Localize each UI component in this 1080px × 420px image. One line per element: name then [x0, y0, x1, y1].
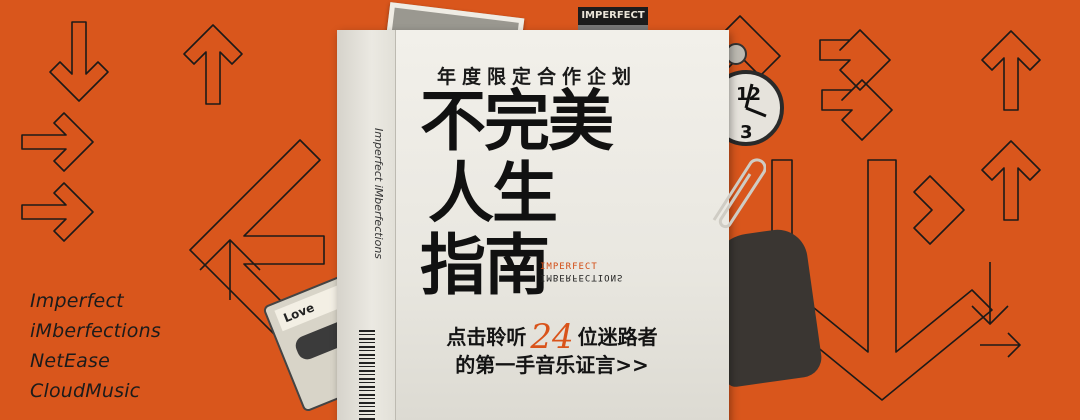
caption-line: NetEase [30, 346, 161, 376]
cta-number: 24 [530, 317, 573, 357]
caption-line: iMberfections [30, 316, 161, 346]
right-arrow-icon [914, 176, 964, 244]
caption-line: CloudMusic [30, 376, 161, 406]
brand-caption: Imperfect iMberfections NetEase CloudMus… [30, 286, 161, 406]
barcode-icon [359, 330, 375, 420]
listen-cta[interactable]: 点击聆听 24 位迷路者 的第一手音乐证言>> [402, 324, 702, 378]
cta-text-before: 点击聆听 [446, 325, 526, 349]
right-arrow-icon [822, 80, 892, 140]
down-arrow-icon [50, 22, 108, 101]
paperclip-icon [706, 150, 766, 230]
up-arrow-icon [184, 25, 242, 104]
stamp-bottom: IMBERFECTIONS [540, 272, 623, 282]
right-arrow-icon [22, 183, 93, 241]
imperfect-stamp: IMPERFECT IMBERFECTIONS [540, 262, 623, 282]
title-line: 不完美 [420, 86, 680, 158]
caption-line: Imperfect [30, 286, 161, 316]
stamp-top: IMPERFECT [540, 262, 598, 272]
svg-text:3: 3 [740, 122, 753, 143]
up-arrow-icon [982, 31, 1040, 110]
title-line: 人生 [420, 158, 680, 230]
book-spine: Imperfect iMberfections [337, 30, 396, 420]
cta-line-2: 的第一手音乐证言>> [402, 352, 702, 378]
up-arrow-icon [982, 141, 1040, 220]
down-arrow-icon [972, 262, 1008, 324]
spine-text: Imperfect iMberfections [372, 128, 385, 324]
tag-text: IMPERFECT [581, 10, 644, 21]
right-arrow-icon [980, 333, 1020, 357]
right-arrow-icon [22, 113, 93, 171]
cta-text-after: 位迷路者 [578, 325, 658, 349]
right-arrow-icon [820, 30, 890, 90]
